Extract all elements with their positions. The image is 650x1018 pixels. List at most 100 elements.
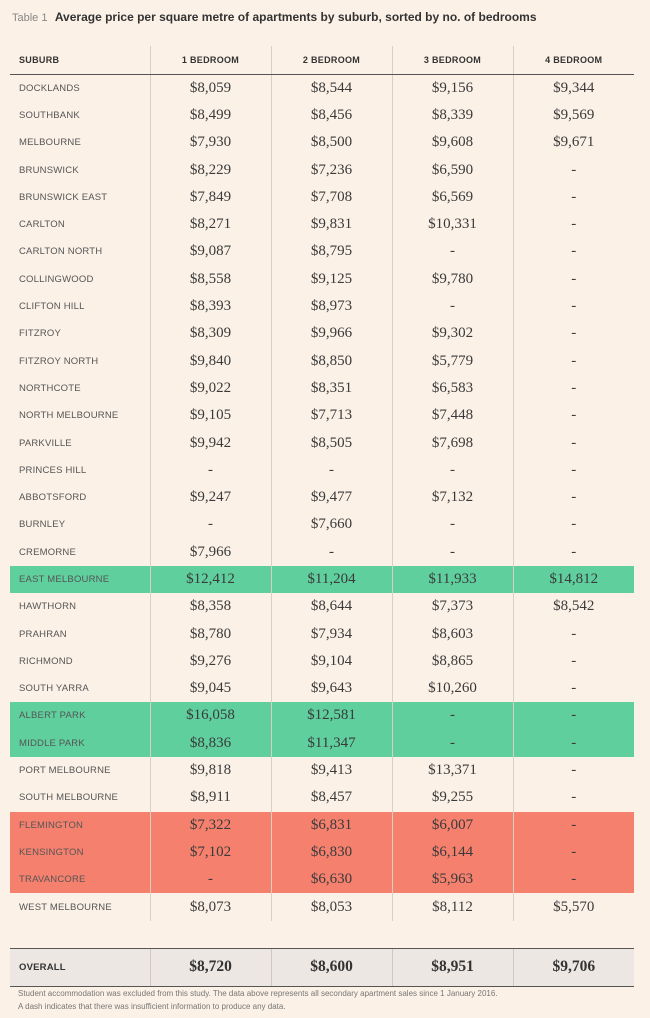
price-cell: $8,558 — [149, 265, 271, 293]
suburb-cell: HAWTHORN — [19, 601, 77, 613]
price-cell: $9,125 — [270, 265, 392, 293]
price-table: SUBURB 1 BEDROOM 2 BEDROOM 3 BEDROOM 4 B… — [10, 46, 634, 987]
price-cell: $5,779 — [391, 347, 513, 375]
table-row: WEST MELBOURNE $8,073 $8,053 $8,112 $5,570 — [10, 893, 634, 921]
price-cell: $9,105 — [149, 402, 271, 430]
price-cell: $8,911 — [149, 784, 271, 812]
table-row: KENSINGTON $7,102 $6,830 $6,144- — [10, 838, 634, 867]
price-cell: $9,831 — [270, 210, 392, 239]
price-cell: $11,204 — [270, 565, 392, 594]
spacer-row — [10, 921, 634, 948]
price-cell: $8,544 — [270, 74, 392, 102]
suburb-cell: SOUTH MELBOURNE — [19, 792, 119, 804]
price-cell: $9,840 — [149, 347, 271, 375]
suburb-cell: CARLTON NORTH — [19, 246, 103, 258]
price-cell: $7,102 — [149, 838, 271, 867]
price-cell: - — [512, 729, 634, 757]
price-cell: $11,347 — [270, 729, 392, 757]
price-cell: - — [512, 675, 634, 703]
suburb-cell: ALBERT PARK — [10, 702, 150, 730]
price-cell: - — [149, 866, 271, 894]
table-row: PARKVILLE $9,942 $8,505 $7,698- — [10, 429, 634, 457]
price-cell: $7,713 — [270, 402, 392, 430]
suburb-cell: EAST MELBOURNE — [10, 565, 150, 594]
price-cell: $8,836 — [149, 729, 271, 757]
table-row: CREMORNE $7,966- - - — [10, 538, 634, 566]
price-cell: $9,087 — [149, 238, 271, 266]
price-cell: $8,112 — [391, 893, 513, 921]
suburb-cell: SOUTH YARRA — [19, 683, 89, 695]
price-cell: $9,780 — [391, 265, 513, 293]
price-cell: $9,569 — [512, 101, 634, 130]
price-cell: $7,966 — [149, 538, 271, 566]
price-cell: $8,351 — [270, 374, 392, 403]
price-cell: $13,371 — [391, 756, 513, 785]
price-cell: $8,542 — [512, 593, 634, 621]
price-cell: - — [512, 647, 634, 676]
price-cell: - — [512, 620, 634, 648]
suburb-cell: FITZROY NORTH — [19, 355, 99, 367]
table-row: BRUNSWICK EAST $7,849 $7,708 $6,569- — [10, 183, 634, 211]
price-cell: - — [512, 756, 634, 785]
price-cell: $6,831 — [270, 811, 392, 839]
price-cell: $9,818 — [149, 756, 271, 785]
price-cell: $7,708 — [270, 183, 392, 211]
price-cell: $9,477 — [270, 483, 392, 512]
price-cell: $7,373 — [391, 593, 513, 621]
table-row: RICHMOND $9,276 $9,104 $8,865- — [10, 647, 634, 676]
price-cell: $9,104 — [270, 647, 392, 676]
suburb-cell: MELBOURNE — [19, 137, 81, 149]
price-cell: - — [391, 538, 513, 566]
price-cell: - — [512, 784, 634, 812]
column-header-suburb: SUBURB — [10, 46, 150, 75]
table-row: ALBERT PARK $16,058 $12,581- - — [10, 702, 634, 730]
table-row: FITZROY $8,309 $9,966 $9,302- — [10, 320, 634, 348]
price-cell: $6,583 — [391, 374, 513, 403]
table-row: BURNLEY - $7,660- - — [10, 511, 634, 539]
column-header-2-bedroom: 2 BEDROOM — [270, 46, 392, 75]
table-title: Average price per square metre of apartm… — [54, 10, 537, 24]
price-cell: - — [270, 538, 392, 566]
suburb-cell: TRAVANCORE — [10, 866, 150, 894]
price-cell: - — [391, 456, 513, 484]
price-cell: $8,850 — [270, 347, 392, 375]
price-cell: $8,500 — [270, 129, 392, 157]
price-cell: - — [512, 456, 634, 484]
suburb-cell: NORTH MELBOURNE — [19, 410, 119, 422]
price-cell: $9,344 — [512, 74, 634, 102]
price-cell: $7,934 — [270, 620, 392, 648]
price-cell: $12,412 — [149, 565, 271, 594]
table-row: PORT MELBOURNE $9,818 $9,413 $13,371- — [10, 756, 634, 785]
suburb-cell: PRINCES HILL — [19, 464, 87, 476]
table-row: DOCKLANDS $8,059 $8,544 $9,156 $9,344 — [10, 74, 634, 102]
suburb-cell: CLIFTON HILL — [19, 301, 85, 313]
suburb-cell: BRUNSWICK — [19, 164, 79, 176]
price-cell: $7,849 — [149, 183, 271, 211]
suburb-cell: BURNLEY — [19, 519, 66, 531]
price-cell: $9,255 — [391, 784, 513, 812]
table-row: FLEMINGTON $7,322 $6,831 $6,007- — [10, 811, 634, 839]
price-cell: $7,322 — [149, 811, 271, 839]
table-row: SOUTHBANK $8,499 $8,456 $8,339 $9,569 — [10, 101, 634, 130]
price-cell: $16,058 — [149, 702, 271, 730]
suburb-cell: RICHMOND — [19, 655, 73, 667]
table-body: DOCKLANDS $8,059 $8,544 $9,156 $9,344 SOUTHBA… — [10, 74, 634, 987]
price-cell: - — [149, 456, 271, 484]
price-cell: $8,505 — [270, 429, 392, 457]
suburb-cell: PARKVILLE — [19, 437, 72, 449]
price-cell: - — [391, 292, 513, 321]
suburb-cell: ABBOTSFORD — [19, 492, 87, 504]
suburb-cell: CARLTON — [19, 219, 65, 231]
price-cell: $9,942 — [149, 429, 271, 457]
table-row: PRAHRAN $8,780 $7,934 $8,603- — [10, 620, 634, 648]
price-cell: - — [512, 866, 634, 894]
table-row: COLLINGWOOD $8,558 $9,125 $9,780- — [10, 265, 634, 293]
price-cell: $9,302 — [391, 320, 513, 348]
price-cell: - — [512, 183, 634, 211]
price-cell: $5,963 — [391, 866, 513, 894]
price-cell: $9,276 — [149, 647, 271, 676]
price-cell: $9,643 — [270, 675, 392, 703]
overall-label: OVERALL — [10, 947, 150, 987]
price-cell: $7,132 — [391, 483, 513, 512]
suburb-cell: DOCKLANDS — [19, 82, 80, 94]
